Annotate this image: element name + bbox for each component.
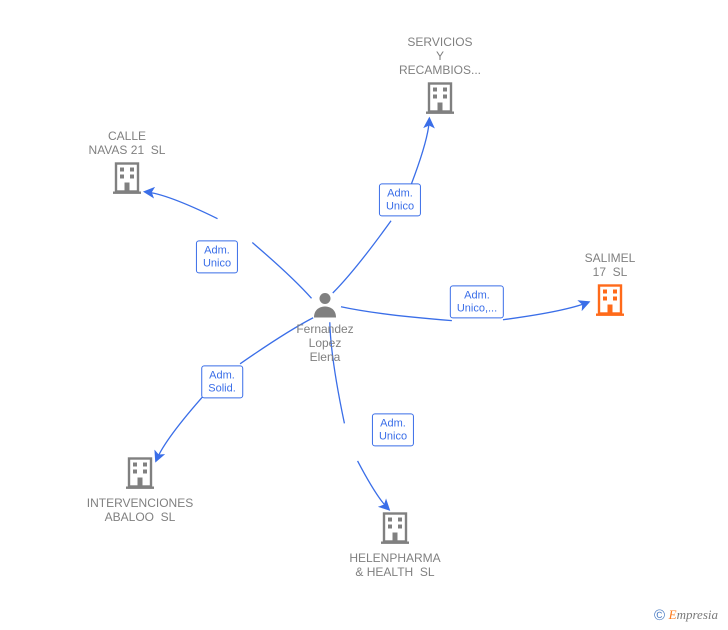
building-icon[interactable] (122, 455, 158, 496)
brand-rest: mpresia (677, 607, 718, 622)
edge-segment (503, 302, 588, 319)
edge-label: Adm. Unico (196, 240, 238, 273)
building-icon[interactable] (377, 510, 413, 551)
building-icon[interactable] (422, 80, 458, 121)
copyright-symbol: © (654, 607, 665, 624)
edge-segment (333, 221, 391, 293)
edge-segment (156, 393, 206, 460)
center-node-label: Fernandez Lopez Elena (255, 323, 395, 364)
edge-segment (411, 119, 429, 184)
edge-label: Adm. Unico,... (450, 285, 504, 318)
watermark: © Empresia (654, 607, 718, 624)
edge-segment (252, 243, 311, 299)
brand-initial: E (669, 607, 677, 622)
node-label: SERVICIOS Y RECAMBIOS... (370, 36, 510, 77)
edge-segment (358, 461, 389, 509)
edge-label: Adm. Unico (379, 183, 421, 216)
node-label: CALLE NAVAS 21 SL (57, 130, 197, 158)
building-icon[interactable] (592, 282, 628, 323)
edge-label: Adm. Solid. (201, 365, 243, 398)
edge-segment (146, 192, 218, 219)
edge-segment (341, 307, 452, 321)
node-label: HELENPHARMA & HEALTH SL (325, 552, 465, 580)
building-icon[interactable] (109, 160, 145, 201)
edge-label: Adm. Unico (372, 413, 414, 446)
person-icon[interactable] (310, 290, 340, 325)
node-label: INTERVENCIONES ABALOO SL (70, 497, 210, 525)
node-label: SALIMEL 17 SL (540, 252, 680, 280)
